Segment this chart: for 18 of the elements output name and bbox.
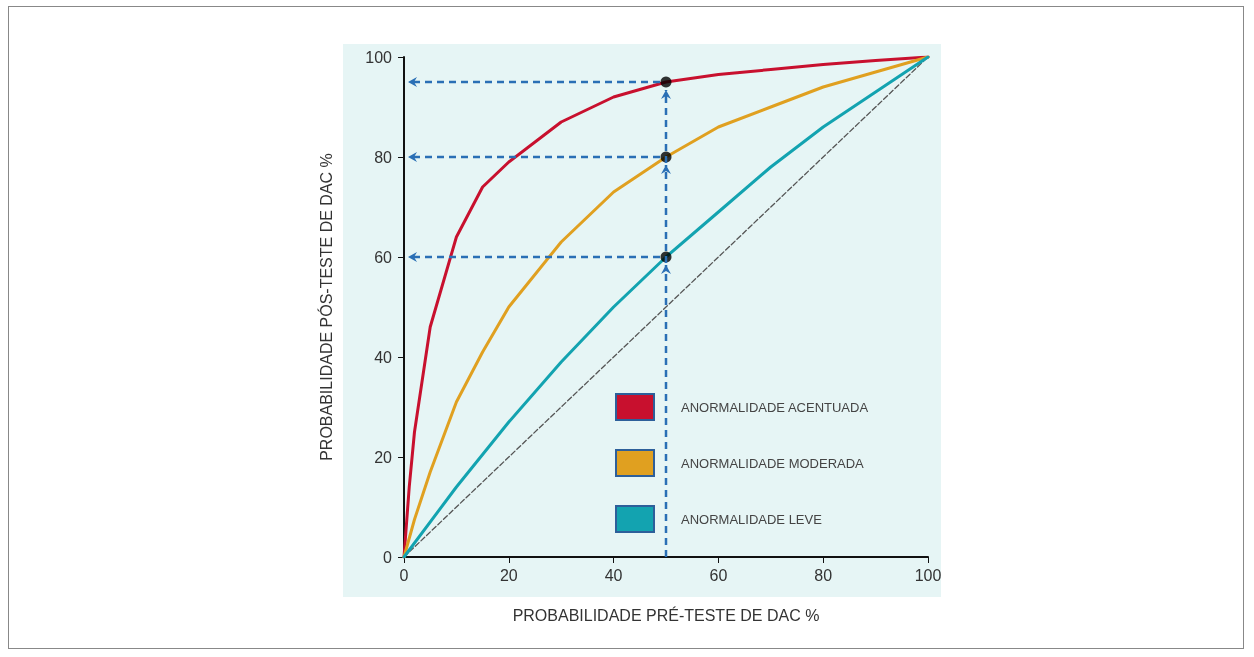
legend-label: ANORMALIDADE ACENTUADA xyxy=(681,399,869,415)
y-tick-label: 100 xyxy=(365,48,393,66)
y-tick-label: 80 xyxy=(374,148,393,166)
x-tick-label: 60 xyxy=(709,566,728,584)
point xyxy=(660,76,672,88)
y-tick-label: 40 xyxy=(374,348,393,366)
x-axis-title: PROBABILIDADE PRÉ-TESTE DE DAC % xyxy=(512,605,820,624)
y-axis-title: PROBABILIDADE PÓS-TESTE DE DAC % xyxy=(316,153,335,461)
y-tick-label: 20 xyxy=(374,448,393,466)
x-tick-label: 40 xyxy=(604,566,623,584)
y-tick-label: 0 xyxy=(383,548,393,566)
y-tick-label: 60 xyxy=(374,248,393,266)
x-tick-label: 100 xyxy=(914,566,942,584)
legend-label: ANORMALIDADE LEVE xyxy=(681,511,823,527)
legend-label: ANORMALIDADE MODERADA xyxy=(681,455,865,471)
x-tick-label: 0 xyxy=(399,566,409,584)
x-tick-label: 20 xyxy=(499,566,518,584)
x-tick-label: 80 xyxy=(814,566,833,584)
